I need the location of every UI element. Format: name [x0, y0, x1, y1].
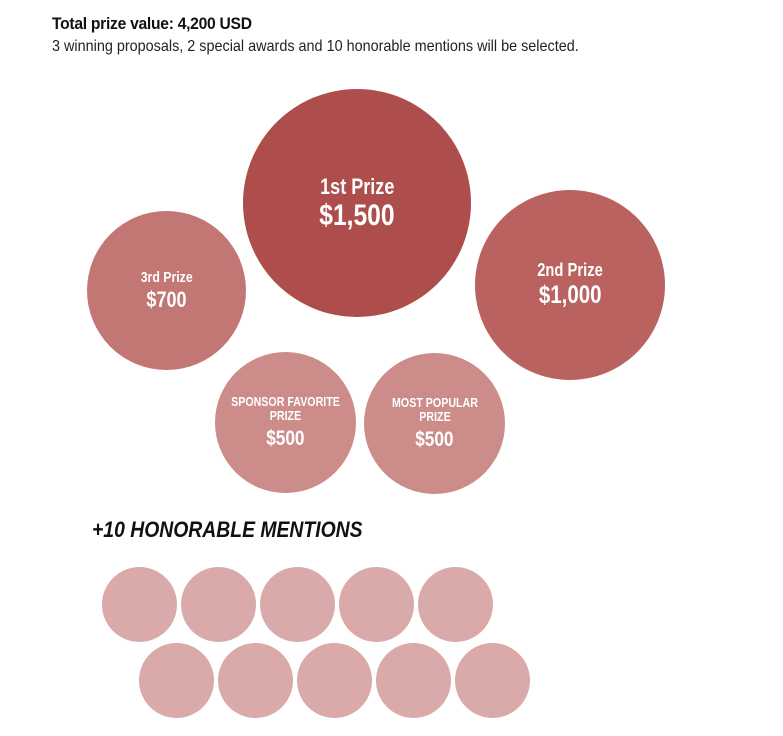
second-prize-circle: 2nd Prize $1,000	[475, 190, 665, 380]
first-prize-circle: 1st Prize $1,500	[243, 89, 471, 317]
prize-label: SPONSOR FAVORITE PRIZE	[231, 394, 340, 423]
most-popular-prize-circle: MOST POPULAR PRIZE $500	[364, 353, 505, 494]
honorable-mentions-heading: +10 HONORABLE MENTIONS	[92, 517, 363, 542]
honorable-mention-circle	[376, 643, 451, 718]
prize-amount: $700	[146, 287, 187, 313]
third-prize-circle: 3rd Prize $700	[87, 211, 246, 370]
honorable-mention-circle	[102, 567, 177, 642]
honorable-mention-circle	[218, 643, 293, 718]
page-title: Total prize value: 4,200 USD	[52, 14, 252, 33]
prize-label: MOST POPULAR PRIZE	[391, 395, 478, 424]
prize-amount: $500	[266, 426, 305, 450]
prize-amount: $1,500	[319, 198, 395, 232]
prize-label: 2nd Prize	[537, 260, 603, 281]
honorable-mention-circle	[339, 567, 414, 642]
honorable-mention-circle	[418, 567, 493, 642]
honorable-mention-circle	[455, 643, 530, 718]
honorable-mention-circle	[297, 643, 372, 718]
honorable-mention-circle	[260, 567, 335, 642]
prize-amount: $500	[415, 427, 454, 451]
page-subtitle: 3 winning proposals, 2 special awards an…	[52, 38, 579, 55]
honorable-mention-circle	[181, 567, 256, 642]
prize-label: 3rd Prize	[140, 268, 193, 286]
prize-amount: $1,000	[538, 281, 602, 310]
sponsor-favorite-prize-circle: SPONSOR FAVORITE PRIZE $500	[215, 352, 356, 493]
prize-label: 1st Prize	[319, 173, 395, 199]
honorable-mention-circle	[139, 643, 214, 718]
